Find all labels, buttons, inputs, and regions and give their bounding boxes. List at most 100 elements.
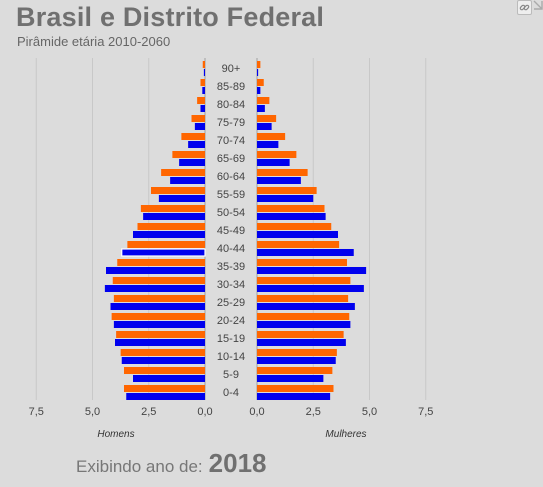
x-tick-label-right: 0,0: [249, 406, 264, 418]
bar-left-orange-70-74: [181, 133, 205, 140]
x-tick-label-left: 5,0: [85, 406, 100, 418]
bar-left-blue-70-74: [188, 141, 205, 148]
age-label: 35-39: [217, 261, 245, 273]
bar-left-blue-45-49: [133, 231, 205, 238]
bar-right-orange-90+: [257, 61, 261, 68]
corner-marker-icon: [532, 0, 543, 13]
link-button[interactable]: [517, 0, 532, 15]
bar-left-orange-15-19: [116, 331, 205, 338]
bar-left-blue-85-89: [202, 87, 205, 94]
age-label: 15-19: [217, 333, 245, 345]
age-label: 0-4: [223, 387, 239, 399]
bar-right-blue-55-59: [257, 195, 314, 202]
bar-right-orange-65-69: [257, 151, 297, 158]
left-side-label: Homens: [97, 429, 134, 440]
age-label: 40-44: [217, 243, 245, 255]
bar-left-orange-0-4: [124, 385, 205, 392]
bar-left-orange-90+: [202, 61, 205, 68]
bar-right-blue-75-79: [257, 123, 272, 130]
x-tick-label-left: 7,5: [29, 406, 44, 418]
bar-right-orange-15-19: [257, 331, 344, 338]
age-label: 70-74: [217, 135, 245, 147]
bar-left-blue-75-79: [194, 123, 205, 130]
x-tick-label-right: 5,0: [362, 406, 377, 418]
x-tick-label-right: 2,5: [306, 406, 321, 418]
bar-right-orange-10-14: [257, 349, 337, 356]
bar-right-blue-0-4: [257, 393, 331, 400]
bar-left-blue-25-29: [110, 303, 205, 310]
bar-right-blue-70-74: [257, 141, 279, 148]
bar-right-orange-25-29: [257, 295, 349, 302]
age-label: 85-89: [217, 81, 245, 93]
bar-left-blue-30-34: [104, 285, 205, 292]
bar-left-orange-35-39: [117, 259, 205, 266]
bar-left-orange-80-84: [197, 97, 205, 104]
bar-left-orange-40-44: [127, 241, 205, 248]
age-label: 65-69: [217, 153, 245, 165]
bar-left-blue-55-59: [158, 195, 205, 202]
bar-right-orange-35-39: [257, 259, 347, 266]
bar-left-orange-50-54: [140, 205, 205, 212]
bar-left-orange-20-24: [111, 313, 205, 320]
age-label: 5-9: [223, 369, 239, 381]
population-pyramid-chart: 90+ 85-89 80-84 75-79 70-74 65-69 60-64 55-59 50…: [29, 58, 433, 440]
x-tick-label-left: 2,5: [141, 406, 156, 418]
bar-left-orange-65-69: [172, 151, 205, 158]
bar-right-blue-80-84: [257, 105, 265, 112]
bar-left-orange-60-64: [161, 169, 205, 176]
age-label: 50-54: [217, 207, 245, 219]
age-label: 30-34: [217, 279, 245, 291]
page-title: Brasil e Distrito Federal: [16, 2, 325, 32]
bar-right-orange-45-49: [257, 223, 332, 230]
bar-left-orange-85-89: [200, 79, 205, 86]
bar-right-blue-50-54: [257, 213, 326, 220]
bar-left-blue-15-19: [115, 339, 205, 346]
age-label: 25-29: [217, 297, 245, 309]
bar-left-orange-30-34: [112, 277, 205, 284]
bar-left-blue-50-54: [143, 213, 205, 220]
bar-right-orange-80-84: [257, 97, 270, 104]
right-side-label: Mulheres: [325, 429, 366, 440]
bar-right-orange-5-9: [257, 367, 333, 374]
bar-left-orange-25-29: [113, 295, 205, 302]
bar-left-blue-0-4: [126, 393, 205, 400]
year-prefix-label: Exibindo ano de:: [76, 457, 203, 476]
bar-right-orange-55-59: [257, 187, 317, 194]
bar-right-blue-10-14: [257, 357, 336, 364]
bar-right-orange-75-79: [257, 115, 277, 122]
bar-left-orange-45-49: [137, 223, 205, 230]
bar-right-blue-35-39: [257, 267, 367, 274]
bar-right-blue-25-29: [257, 303, 355, 310]
bar-left-blue-5-9: [133, 375, 205, 382]
age-label: 10-14: [217, 351, 245, 363]
bar-left-blue-65-69: [179, 159, 205, 166]
bar-right-orange-60-64: [257, 169, 308, 176]
bar-left-orange-5-9: [124, 367, 205, 374]
bar-right-orange-30-34: [257, 277, 351, 284]
bar-right-blue-30-34: [257, 285, 364, 292]
bar-right-blue-45-49: [257, 231, 338, 238]
bar-right-orange-50-54: [257, 205, 325, 212]
bar-right-blue-20-24: [257, 321, 351, 328]
bar-right-blue-85-89: [257, 87, 261, 94]
bar-left-blue-35-39: [106, 267, 205, 274]
bar-right-orange-0-4: [257, 385, 334, 392]
bar-left-orange-75-79: [191, 115, 205, 122]
bar-left-blue-40-44: [121, 248, 206, 257]
age-label: 55-59: [217, 189, 245, 201]
bar-right-orange-20-24: [257, 313, 350, 320]
bar-left-orange-10-14: [120, 349, 205, 356]
bar-right-blue-65-69: [257, 159, 290, 166]
bar-right-blue-40-44: [257, 249, 354, 256]
age-label: 75-79: [217, 117, 245, 129]
x-tick-label-left: 0,0: [197, 406, 212, 418]
bar-right-orange-85-89: [257, 79, 264, 86]
page-subtitle: Pirâmide etária 2010-2060: [17, 34, 171, 49]
bar-left-blue-90+: [203, 69, 205, 76]
bar-right-blue-60-64: [257, 177, 301, 184]
age-label: 45-49: [217, 225, 245, 237]
age-label: 80-84: [217, 99, 245, 111]
bar-right-orange-40-44: [257, 241, 340, 248]
bar-left-orange-55-59: [151, 187, 205, 194]
year-value: 2018: [208, 448, 267, 478]
